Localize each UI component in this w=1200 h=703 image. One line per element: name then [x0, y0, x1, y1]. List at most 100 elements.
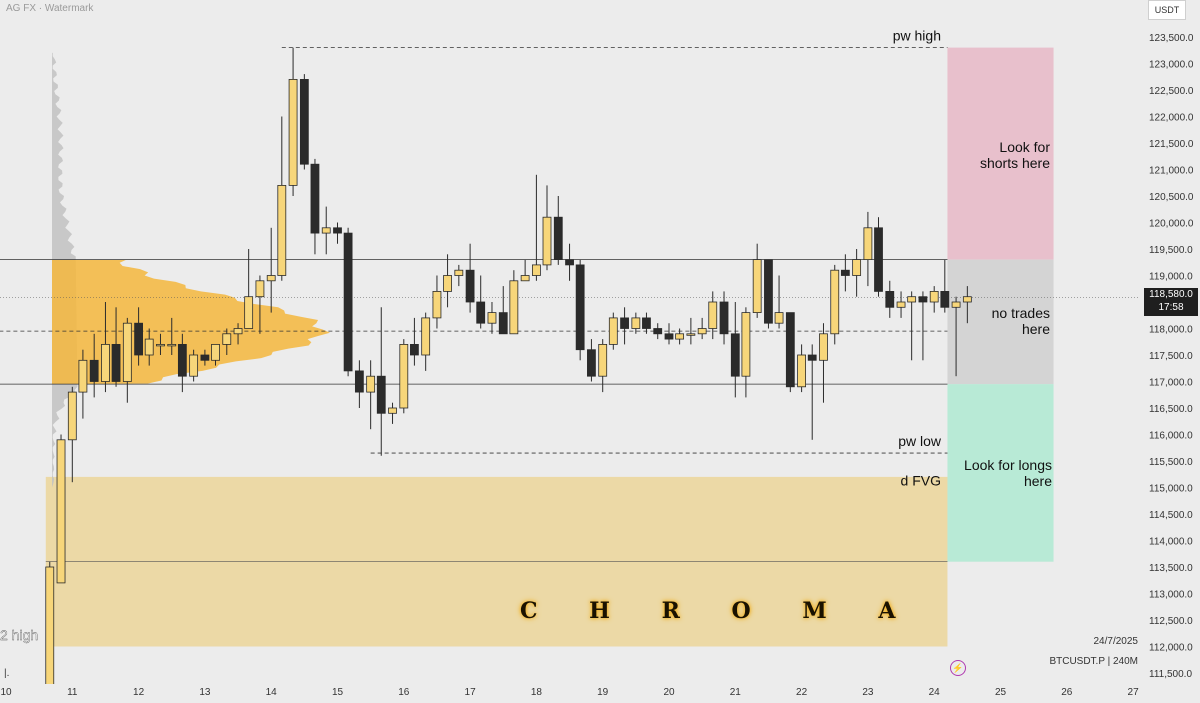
candle-body-12 — [177, 343, 187, 377]
zone-label-line: shorts here — [980, 155, 1050, 171]
zone-label-2: no trades here — [992, 305, 1051, 337]
candle-body-21 — [277, 184, 287, 276]
zone-label-line: Look for longs — [964, 457, 1052, 473]
price-tick-20: 113,500.0 — [1149, 563, 1193, 574]
candle-body-51 — [608, 317, 618, 345]
candle-body-76 — [885, 290, 895, 308]
price-tick-23: 112,000.0 — [1149, 643, 1193, 654]
candle-body-15 — [211, 343, 220, 361]
candle-body-17 — [233, 328, 243, 335]
candle-body-53 — [631, 317, 641, 329]
candle-body-57 — [675, 333, 685, 340]
candle-body-4 — [89, 359, 99, 382]
price-tick-6: 120,500.0 — [1149, 192, 1194, 203]
price-tick-19: 114,000.0 — [1149, 537, 1193, 548]
candle-body-2 — [67, 391, 77, 441]
candle-body-32 — [399, 343, 409, 409]
date-label: 24/7/2025 — [1093, 636, 1139, 647]
time-tick-8: 18 — [531, 687, 543, 698]
time-tick-0: 10 — [0, 687, 12, 698]
candle-body-40 — [487, 312, 497, 324]
price-tick-2: 122,500.0 — [1149, 86, 1194, 97]
candle-body-39 — [476, 301, 486, 324]
price-tick-13: 117,000.0 — [1149, 378, 1193, 389]
zone-label-0: d FVG — [901, 473, 941, 489]
candle-body-34 — [421, 317, 431, 356]
time-tick-10: 20 — [663, 687, 675, 698]
price-axis — [1140, 0, 1200, 703]
time-tick-2: 12 — [133, 687, 145, 698]
price-tick-0: 123,500.0 — [1149, 33, 1194, 44]
time-tick-3: 13 — [199, 687, 211, 698]
price-tick-12: 117,500.0 — [1149, 351, 1193, 362]
candle-body-36 — [443, 275, 452, 292]
candle-body-28 — [354, 370, 364, 393]
time-tick-16: 26 — [1061, 687, 1073, 698]
candle-body-78 — [907, 296, 917, 303]
zone-3 — [947, 384, 1054, 562]
candle-body-31 — [388, 407, 397, 414]
candle-body-38 — [465, 269, 475, 303]
time-tick-11: 21 — [730, 687, 742, 698]
candle-body-20 — [266, 275, 276, 282]
candle-body-80 — [929, 290, 939, 303]
price-tick-9: 119,000.0 — [1149, 272, 1193, 283]
candle-body-47 — [565, 259, 574, 266]
level-label-1: pw low — [898, 433, 942, 449]
candle-body-70 — [819, 333, 828, 361]
candle-body-29 — [366, 375, 376, 393]
candle-body-13 — [189, 354, 199, 377]
left-level-label: 2 high — [0, 627, 38, 643]
time-tick-6: 16 — [398, 687, 410, 698]
candle-body-54 — [642, 317, 651, 329]
time-axis — [0, 684, 1140, 703]
candle-body-26 — [333, 227, 342, 234]
candle-body-83 — [962, 296, 972, 303]
candle-body-0 — [45, 566, 55, 690]
brand-logo: C H R O M A — [520, 598, 918, 624]
candle-body-9 — [144, 338, 154, 356]
candle-body-74 — [863, 227, 873, 261]
corner-tick-label: |. — [4, 668, 10, 679]
time-tick-4: 14 — [266, 687, 278, 698]
price-tick-11: 118,000.0 — [1149, 325, 1193, 336]
currency-selector[interactable]: USDT — [1148, 0, 1186, 20]
candle-body-5 — [101, 343, 110, 382]
price-tick-16: 115,500.0 — [1149, 457, 1193, 468]
candle-body-22 — [288, 79, 298, 186]
candle-body-66 — [774, 312, 784, 324]
price-tick-5: 121,000.0 — [1149, 166, 1194, 177]
candle-body-72 — [840, 269, 850, 276]
zone-1 — [947, 47, 1054, 260]
current-price-tag: 118,580.0 17:58 — [1144, 288, 1198, 316]
current-price-label: 118,580.0 — [1149, 289, 1193, 300]
candle-body-3 — [78, 359, 88, 393]
zone-label-line: d FVG — [901, 473, 941, 489]
candle-body-56 — [664, 333, 674, 340]
candle-body-7 — [122, 322, 132, 382]
zone-label-line: Look for — [999, 139, 1050, 155]
candle-body-33 — [410, 343, 419, 356]
candle-body-73 — [852, 259, 862, 276]
candle-body-77 — [896, 301, 906, 308]
candle-body-68 — [797, 354, 806, 388]
candle-body-59 — [697, 328, 707, 335]
zone-label-1: Look for shorts here — [980, 139, 1050, 171]
zone-label-line: no trades — [992, 305, 1050, 321]
candle-body-69 — [807, 354, 817, 361]
candle-body-11 — [167, 343, 177, 347]
price-tick-18: 114,500.0 — [1149, 510, 1193, 521]
price-tick-21: 113,000.0 — [1149, 590, 1193, 601]
candle-body-61 — [719, 301, 729, 335]
candle-body-75 — [874, 227, 883, 292]
price-tick-1: 123,000.0 — [1149, 60, 1194, 71]
price-tick-17: 115,000.0 — [1149, 484, 1193, 495]
bolt-icon[interactable]: ⚡ — [950, 660, 966, 676]
candle-body-18 — [244, 296, 254, 329]
candle-body-1 — [56, 439, 66, 584]
candle-body-41 — [498, 312, 508, 335]
candle-body-63 — [741, 312, 751, 377]
symbol-label: BTCUSDT.P | 240M — [1049, 656, 1138, 667]
candle-body-62 — [730, 333, 740, 377]
